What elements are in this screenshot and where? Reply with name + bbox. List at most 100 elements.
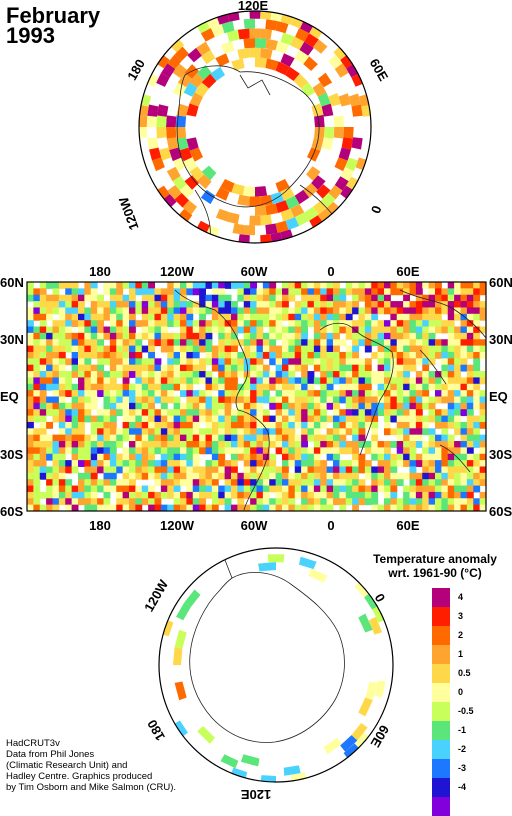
grid-cell (288, 320, 296, 328)
grid-cell (103, 396, 111, 404)
grid-cell (371, 326, 379, 334)
grid-cell (307, 453, 315, 461)
grid-cell (160, 415, 168, 423)
grid-cell (160, 307, 168, 315)
grid-cell (27, 453, 34, 461)
grid-cell (352, 307, 359, 315)
grid-cell (345, 332, 353, 340)
grid-cell (390, 326, 398, 334)
grid-cell (46, 472, 53, 480)
grid-cell (180, 504, 187, 511)
grid-cell (466, 498, 474, 506)
grid-cell (282, 396, 289, 404)
legend-title-line1: Temperature anomaly (373, 552, 497, 566)
grid-cell (243, 383, 251, 391)
grid-cell (479, 491, 486, 499)
polar-grid-cell (182, 200, 197, 215)
grid-cell (180, 428, 187, 436)
grid-cell (454, 491, 461, 499)
grid-cell (116, 301, 124, 308)
grid-cell (415, 434, 423, 442)
polar-grid-cell (174, 681, 187, 701)
grid-cell (307, 358, 315, 366)
grid-cell (345, 402, 353, 410)
grid-cell (186, 288, 194, 296)
grid-cell (403, 282, 410, 289)
grid-cell (173, 383, 181, 391)
grid-cell (192, 485, 200, 493)
grid-cell (154, 332, 162, 340)
grid-cell (396, 415, 404, 423)
lat-right-60n: 60N (489, 275, 512, 290)
polar-grid-cell (242, 186, 255, 197)
grid-cell (154, 358, 162, 366)
grid-cell (109, 339, 117, 347)
grid-cell (180, 364, 187, 372)
grid-cell (428, 313, 436, 321)
grid-cell (326, 288, 334, 296)
grid-cell (313, 396, 321, 404)
polar-grid-cell (159, 147, 172, 161)
grid-cell (141, 415, 149, 423)
grid-cell (396, 307, 404, 315)
grid-cell (422, 301, 430, 308)
grid-cell (237, 339, 245, 347)
grid-cell (33, 498, 41, 506)
grid-cell (141, 498, 149, 506)
grid-cell (180, 453, 187, 461)
grid-cell (167, 396, 175, 404)
grid-cell (409, 377, 417, 385)
legend-swatch (432, 645, 450, 664)
grid-cell (148, 307, 155, 315)
grid-cell (454, 326, 461, 334)
grid-cell (65, 402, 73, 410)
grid-cell (466, 409, 474, 417)
grid-cell (27, 441, 34, 448)
grid-cell (269, 294, 277, 302)
grid-cell (33, 453, 41, 461)
polar-grid-cell (167, 54, 182, 69)
grid-cell (46, 498, 53, 506)
grid-cell (186, 428, 194, 436)
grid-cell (358, 326, 366, 334)
grid-cell (409, 288, 417, 296)
polar-grid-cell (220, 179, 235, 193)
grid-cell (71, 421, 79, 429)
grid-cell (90, 364, 98, 372)
grid-cell (447, 332, 455, 340)
grid-cell (103, 390, 111, 397)
grid-cell (122, 396, 130, 404)
grid-cell (141, 383, 149, 391)
grid-cell (141, 453, 149, 461)
grid-cell (27, 377, 34, 385)
grid-cell (39, 441, 47, 448)
polar-grid-cell (161, 63, 176, 78)
grid-cell (231, 377, 238, 385)
grid-cell (97, 498, 104, 506)
grid-cell (173, 441, 181, 448)
grid-cell (46, 402, 53, 410)
grid-cell (211, 434, 219, 442)
grid-cell (384, 282, 391, 289)
grid-cell (122, 466, 130, 474)
grid-cell (250, 498, 257, 506)
grid-cell (224, 307, 232, 315)
grid-cell (58, 434, 66, 442)
grid-cell (479, 460, 486, 467)
grid-cell (339, 415, 347, 423)
grid-cell (243, 491, 251, 499)
grid-cell (313, 320, 321, 328)
grid-cell (46, 377, 53, 385)
grid-cell (154, 415, 162, 423)
grid-cell (78, 460, 85, 467)
grid-cell (173, 396, 181, 404)
grid-cell (186, 326, 194, 334)
grid-cell (180, 326, 187, 334)
grid-cell (192, 402, 200, 410)
grid-cell (441, 377, 449, 385)
grid-cell (364, 294, 372, 302)
grid-cell (396, 498, 404, 506)
grid-cell (288, 485, 296, 493)
grid-cell (192, 453, 200, 461)
grid-cell (90, 345, 98, 353)
